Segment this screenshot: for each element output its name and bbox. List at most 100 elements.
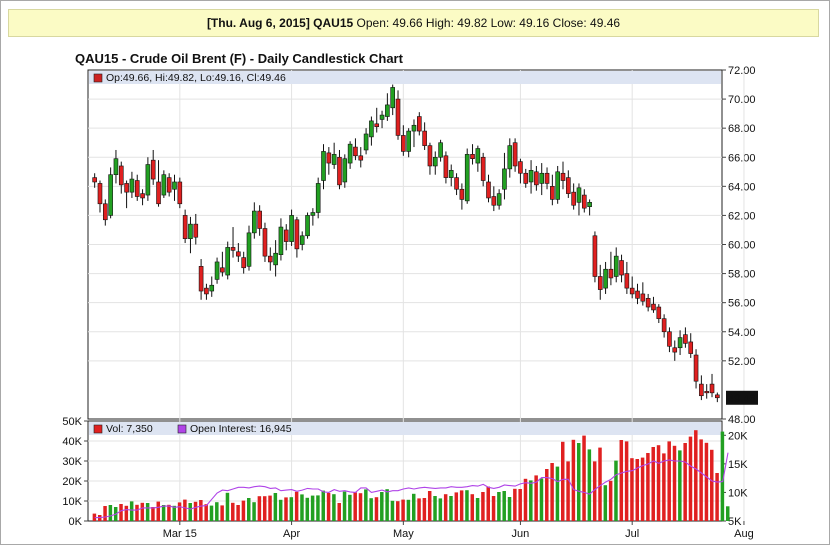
candle-body	[454, 177, 459, 190]
volume-bar	[225, 492, 230, 521]
candle-body	[225, 247, 231, 276]
last-price-label: 49.46	[728, 393, 756, 405]
volume-bar	[337, 503, 341, 521]
volume-bar	[672, 445, 677, 521]
candle-body	[581, 194, 587, 209]
volume-bar	[188, 503, 192, 521]
volume-bar	[401, 499, 405, 521]
candle-body	[204, 287, 209, 295]
candle-body	[539, 172, 545, 184]
volume-legend-strip	[89, 422, 721, 435]
candle-body	[161, 174, 167, 196]
price-tick-label: 60.00	[728, 240, 756, 252]
volume-bar	[470, 494, 475, 521]
price-tick-label: 62.00	[728, 210, 756, 222]
volume-bar	[151, 507, 155, 521]
price-tick-label: 56.00	[728, 298, 756, 310]
volume-bar	[443, 494, 448, 521]
volume-bar	[491, 496, 496, 521]
candle-body	[236, 251, 241, 257]
candle-body	[688, 341, 694, 354]
candle-body	[422, 130, 427, 146]
volume-bar	[534, 475, 538, 521]
volume-bar	[635, 459, 640, 521]
volume-bar	[550, 463, 554, 521]
volume-left-tick-label: 40K	[62, 436, 82, 448]
volume-bar	[145, 503, 150, 521]
candle-body	[177, 181, 183, 205]
volume-bar	[252, 502, 256, 521]
volume-bar	[667, 441, 671, 521]
volume-bar	[220, 505, 224, 521]
candle-body	[273, 252, 278, 266]
candle-body	[544, 172, 550, 184]
volume-bar	[608, 480, 613, 521]
volume-bar	[278, 499, 283, 521]
candle-body	[448, 170, 454, 178]
volume-bar	[305, 497, 310, 521]
candle-body	[528, 170, 534, 183]
candle-body	[134, 180, 140, 197]
candle-body	[693, 354, 699, 382]
candle-body	[566, 177, 571, 194]
candle-body	[635, 290, 640, 299]
candle-body	[103, 203, 108, 221]
candle-body	[411, 124, 417, 132]
volume-right-tick-label: 15K	[728, 459, 748, 471]
volume-bar	[710, 449, 714, 521]
candle-body	[443, 155, 449, 178]
volume-bar	[646, 453, 650, 521]
candle-body	[667, 331, 672, 347]
volume-bar	[513, 488, 517, 521]
candle-body	[220, 267, 225, 273]
candle-body	[597, 276, 603, 290]
candle-body	[113, 158, 119, 175]
volume-left-tick-label: 50K	[62, 416, 82, 428]
volume-bar	[619, 440, 624, 521]
volume-bar	[683, 443, 687, 521]
candle-body	[358, 155, 364, 161]
volume-left-tick-label: 10K	[62, 496, 82, 508]
candle-body	[310, 212, 316, 216]
candle-body	[172, 181, 177, 190]
candle-body	[406, 130, 411, 152]
candle-body	[534, 171, 539, 186]
volume-bar	[694, 430, 698, 521]
candle-body	[427, 145, 433, 167]
price-tick-label: 52.00	[728, 356, 756, 368]
volume-bar	[199, 500, 203, 521]
volume-bar	[475, 498, 480, 521]
candle-body	[592, 235, 598, 277]
candle-body	[550, 186, 555, 200]
candle-body	[267, 255, 273, 263]
volume-bar	[486, 486, 490, 521]
volume-bar	[257, 496, 262, 521]
candle-body	[432, 156, 438, 167]
candle-body	[252, 210, 257, 234]
volume-bar	[518, 489, 522, 521]
chart-title: QAU15 - Crude Oil Brent (F) - Daily Cand…	[75, 51, 403, 66]
price-tick-label: 58.00	[728, 269, 756, 281]
volume-bar	[396, 501, 400, 521]
volume-bar	[321, 490, 326, 521]
volume-right-tick-label: 20K	[728, 430, 748, 442]
x-tick-label: Jul	[625, 528, 639, 540]
volume-bar	[156, 501, 161, 521]
price-tick-label: 68.00	[728, 123, 756, 135]
candle-body	[150, 159, 156, 180]
volume-bar	[624, 441, 629, 521]
volume-bar	[715, 473, 719, 521]
candle-body	[683, 334, 688, 344]
candle-body	[560, 172, 566, 181]
candle-body	[475, 148, 481, 164]
price-legend-swatch	[93, 73, 103, 83]
volume-left-tick-label: 30K	[62, 456, 82, 468]
candle-body	[214, 261, 220, 280]
x-tick-label: Jun	[512, 528, 530, 540]
volume-bar	[342, 491, 347, 521]
candle-body	[145, 164, 151, 196]
candle-body	[470, 154, 475, 160]
x-tick-label: Apr	[283, 528, 300, 540]
candle-body	[108, 174, 113, 216]
